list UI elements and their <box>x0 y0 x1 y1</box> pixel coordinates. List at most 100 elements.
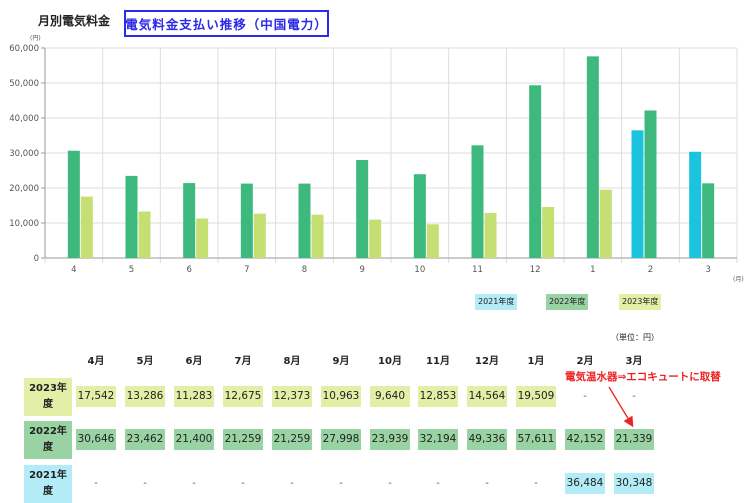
x-tick-label: 3 <box>705 265 710 275</box>
bar-2023年度 <box>311 214 324 258</box>
bar-2023年度 <box>426 224 439 258</box>
row-label-text: 2021年 <box>29 470 67 481</box>
empty-cell: - <box>94 478 98 489</box>
value-cell: 49,336 <box>467 429 507 450</box>
bar-2023年度 <box>542 207 555 258</box>
x-axis-unit: (月) <box>733 276 744 283</box>
bar-2023年度 <box>253 213 266 258</box>
bar-2021年度 <box>631 130 644 258</box>
y-tick-label: 20,000 <box>9 184 39 194</box>
bar-2022年度 <box>298 183 311 258</box>
bar-2022年度 <box>586 56 599 259</box>
annotation-text: 電気温水器⇒エコキュートに取替 <box>565 371 721 383</box>
value-cell: 23,939 <box>370 429 410 450</box>
y-axis-unit: (円) <box>30 35 41 42</box>
value-cell: 21,259 <box>223 429 263 450</box>
month-header: 1月 <box>527 356 545 367</box>
x-tick-label: 5 <box>129 265 134 275</box>
value-cell: 12,675 <box>223 386 263 407</box>
month-header: 2月 <box>576 356 594 367</box>
value-cell: 27,998 <box>321 429 361 450</box>
row-label: 2023年度 <box>24 378 72 416</box>
value-cell: 36,484 <box>565 473 605 494</box>
empty-cell: - <box>143 478 147 489</box>
bar-2023年度 <box>80 196 93 258</box>
month-header: 8月 <box>283 356 301 367</box>
y-tick-label: 50,000 <box>9 79 39 89</box>
value-cell: 57,611 <box>516 429 556 450</box>
month-header: 9月 <box>332 356 350 367</box>
x-tick-label: 9 <box>359 265 364 275</box>
row-label-text: 2022年 <box>29 426 67 437</box>
row-label-text: 度 <box>43 442 53 453</box>
x-tick-label: 6 <box>186 265 191 275</box>
empty-cell: - <box>192 478 196 489</box>
row-label-text: 2023年 <box>29 383 67 394</box>
month-header: 12月 <box>475 356 499 367</box>
value-cell: 9,640 <box>370 386 410 407</box>
bar-2022年度 <box>240 183 253 258</box>
empty-cell: - <box>436 478 440 489</box>
month-header: 7月 <box>234 356 252 367</box>
row-label: 2022年度 <box>24 421 72 459</box>
empty-cell: - <box>388 478 392 489</box>
bar-chart: 0 10,000 20,000 30,000 40,000 50,000 60,000 (円)… <box>9 35 744 283</box>
bar-2022年度 <box>183 183 196 258</box>
bar-2022年度 <box>702 183 715 258</box>
x-tick-label: 12 <box>530 265 541 275</box>
chart-title: 月別電気料金 <box>38 14 111 28</box>
y-tick-label: 40,000 <box>9 114 39 124</box>
unit-label: （単位：円） <box>611 333 659 342</box>
bar-2022年度 <box>644 110 657 258</box>
value-cell: 21,400 <box>174 429 214 450</box>
value-cell: 11,283 <box>174 386 214 407</box>
bar-2023年度 <box>369 219 382 258</box>
y-tick-label: 10,000 <box>9 219 39 229</box>
legend-2022: 2022年度 <box>546 294 589 310</box>
row-label-text: 度 <box>43 399 53 410</box>
bar-2022年度 <box>529 85 542 258</box>
value-cell: 14,564 <box>467 386 507 407</box>
month-header: 10月 <box>378 356 402 367</box>
empty-cell: - <box>485 478 489 489</box>
empty-cell: - <box>534 478 538 489</box>
bar-2023年度 <box>599 189 612 258</box>
empty-cell: - <box>241 478 245 489</box>
bar-2022年度 <box>471 145 484 258</box>
value-cell: 42,152 <box>565 429 605 450</box>
x-tick-label: 8 <box>302 265 307 275</box>
x-tick-label: 2 <box>648 265 653 275</box>
month-header: 6月 <box>185 356 203 367</box>
legend-2021: 2021年度 <box>475 294 518 310</box>
y-tick-label: 30,000 <box>9 149 39 159</box>
value-cell: 10,963 <box>321 386 361 407</box>
bar-2023年度 <box>196 218 209 258</box>
bar-2022年度 <box>67 150 80 258</box>
value-cell: 13,286 <box>125 386 165 407</box>
bar-2021年度 <box>689 151 702 258</box>
month-header: 5月 <box>136 356 154 367</box>
legend-2023: 2023年度 <box>619 294 662 310</box>
value-cell: 23,462 <box>125 429 165 450</box>
empty-cell: - <box>632 391 636 402</box>
bar-2022年度 <box>413 174 426 258</box>
x-tick-label: 10 <box>414 265 425 275</box>
x-tick-label: 4 <box>71 265 76 275</box>
value-cell: 30,348 <box>614 473 654 494</box>
subtitle-box: 電気料金支払い推移（中国電力） <box>124 10 329 37</box>
x-tick-label: 11 <box>472 265 483 275</box>
value-cell: 21,339 <box>614 429 654 450</box>
empty-cell: - <box>290 478 294 489</box>
value-cell: 19,509 <box>516 386 556 407</box>
month-header: 4月 <box>87 356 105 367</box>
bar-2022年度 <box>356 160 369 258</box>
bar-2022年度 <box>125 175 138 258</box>
x-tick-label: 7 <box>244 265 249 275</box>
value-cell: 21,259 <box>272 429 312 450</box>
empty-cell: - <box>339 478 343 489</box>
value-cell: 17,542 <box>76 386 116 407</box>
y-tick-label: 0 <box>34 254 39 264</box>
row-label-text: 度 <box>43 486 53 497</box>
month-header: 11月 <box>426 356 450 367</box>
bar-2023年度 <box>138 211 151 258</box>
